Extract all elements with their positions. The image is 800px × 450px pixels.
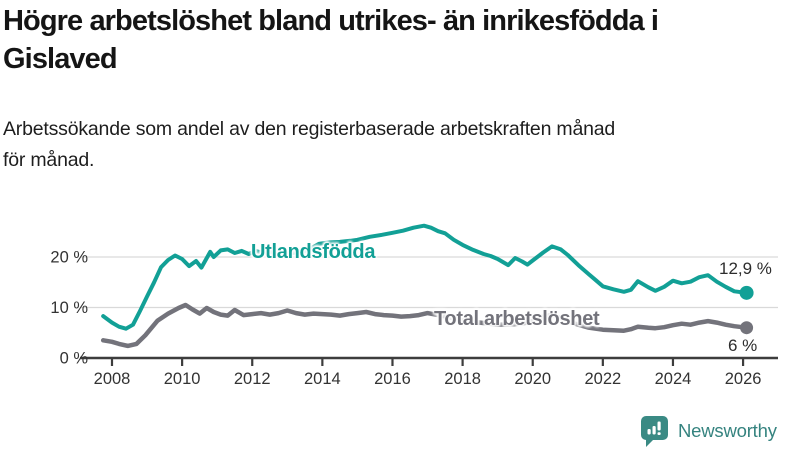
- chart-title-line1: Högre arbetslöshet bland utrikes- än inr…: [3, 5, 659, 37]
- chart-subtitle: Arbetssökande som andel av den registerb…: [3, 114, 797, 176]
- line-utlandsfodda: [101, 223, 749, 331]
- end-value-label-total: 6 %: [728, 336, 758, 355]
- end-dot-utlandsfodda: [739, 285, 754, 300]
- y-tick-label: 0 %: [60, 350, 89, 368]
- brand-name: Newsworthy: [678, 420, 777, 441]
- end-value-label-utlandsfodda: 12,9 %: [719, 259, 772, 278]
- x-tick-label: 2020: [514, 370, 551, 388]
- x-tick-label: 2022: [584, 370, 621, 388]
- chart-subtitle-line1: Arbetssökande som andel av den registerb…: [3, 118, 616, 140]
- x-tick-label: 2008: [94, 370, 131, 388]
- series-label-total-arbetsloshet: Total arbetslöshet: [434, 308, 600, 330]
- x-tick-label: 2016: [374, 370, 411, 388]
- y-tick-label: 20 %: [50, 249, 88, 267]
- x-tick-label: 2014: [304, 370, 341, 388]
- line-total: [100, 302, 749, 349]
- chart-title: Högre arbetslöshet bland utrikes- än inr…: [3, 2, 797, 78]
- x-tick-label: 2018: [444, 370, 481, 388]
- y-tick-label: 10 %: [50, 299, 88, 317]
- x-tick-label: 2026: [725, 370, 762, 388]
- series-label-utlandsfodda: Utlandsfödda: [251, 241, 376, 263]
- end-dot-total: [740, 321, 754, 335]
- chart-title-line2: Gislaved: [3, 43, 118, 75]
- x-tick-label: 2010: [164, 370, 201, 388]
- newsworthy-brand: Newsworthy: [641, 415, 777, 447]
- chart-subtitle-line2: för månad.: [3, 149, 95, 171]
- newsworthy-logo-icon: [641, 415, 668, 447]
- x-tick-label: 2024: [655, 370, 692, 388]
- x-tick-label: 2012: [234, 370, 271, 388]
